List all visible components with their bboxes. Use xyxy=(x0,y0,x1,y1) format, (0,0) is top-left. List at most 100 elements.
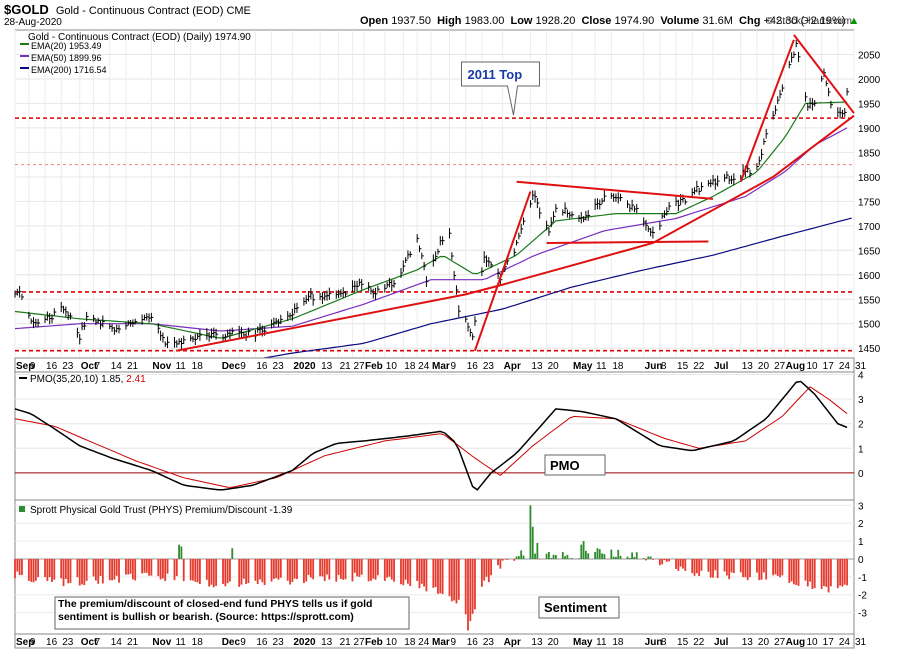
premium-bar xyxy=(32,558,35,583)
premium-bar xyxy=(127,558,130,575)
date-tick-label: 15 xyxy=(677,361,689,372)
premium-bar xyxy=(839,558,842,586)
date-tick-label: Jun xyxy=(645,361,663,372)
premium-bar xyxy=(245,558,248,585)
prem-tick-label: 0 xyxy=(858,555,864,566)
volume-value: 31.6M xyxy=(702,15,733,27)
price-tick-label: 2050 xyxy=(858,50,881,61)
date-tick-label: Nov xyxy=(152,361,171,372)
date-tick-label: 10 xyxy=(806,637,818,648)
premium-bar xyxy=(742,558,744,578)
premium-bar xyxy=(143,558,146,573)
premium-bar xyxy=(400,558,402,585)
premium-bar xyxy=(145,558,148,573)
premium-bar xyxy=(108,558,111,581)
premium-bar xyxy=(437,558,439,594)
premium-bar xyxy=(118,558,120,583)
date-tick-label: 21 xyxy=(340,361,352,372)
premium-bar xyxy=(432,558,435,588)
premium-bar xyxy=(723,558,726,572)
date-tick-label: 20 xyxy=(758,361,770,372)
ema50-swatch xyxy=(20,55,29,57)
close-value: 1974.90 xyxy=(614,15,655,27)
trendline xyxy=(516,180,714,200)
premium-bar xyxy=(501,558,504,561)
date-tick-label: 23 xyxy=(62,637,74,648)
price-tick-label: 1800 xyxy=(858,173,881,184)
date-tick-label: 16 xyxy=(467,637,479,648)
date-tick-label: 10 xyxy=(806,361,818,372)
premium-bar xyxy=(286,558,289,581)
premium-bar xyxy=(319,558,321,577)
premium-bar xyxy=(270,558,273,582)
pmo-tick-label: 0 xyxy=(858,469,864,480)
price-tick-label: 1650 xyxy=(858,246,881,257)
premium-bar xyxy=(78,558,81,586)
premium-bar xyxy=(550,558,553,559)
high-label: High xyxy=(437,15,462,27)
premium-bar xyxy=(383,558,386,581)
premium-bar xyxy=(125,558,127,575)
date-tick-label: 18 xyxy=(404,361,416,372)
premium-bar xyxy=(619,555,622,559)
pmo-line xyxy=(14,380,848,491)
date-tick-label: 20 xyxy=(548,361,560,372)
date-tick-label: 21 xyxy=(340,637,352,648)
date-tick-label: Jul xyxy=(714,361,729,372)
date-tick-label: Jul xyxy=(714,637,729,648)
premium-bar xyxy=(587,553,590,559)
premium-bar xyxy=(682,558,684,569)
premium-bar xyxy=(797,558,800,586)
date-tick-label: 18 xyxy=(192,361,204,372)
premium-bar xyxy=(224,558,227,587)
premium-bar xyxy=(370,558,372,581)
premium-bar xyxy=(48,558,51,578)
sentiment-label-frame xyxy=(538,596,620,619)
pmo-title: PMO(35,20,10) 1.85, 2.41 xyxy=(30,374,146,385)
premium-bar xyxy=(81,558,83,585)
date-tick-label: Mar xyxy=(432,637,450,648)
premium-bar xyxy=(386,558,389,578)
premium-bar xyxy=(675,558,677,570)
trendline xyxy=(739,39,795,183)
date-tick-label: 31 xyxy=(855,361,867,372)
premium-bar xyxy=(825,558,828,587)
premium-bar xyxy=(150,558,153,576)
date-tick-label: 23 xyxy=(273,637,285,648)
premium-bar xyxy=(746,558,749,581)
exchange: CME xyxy=(226,5,251,17)
premium-bar xyxy=(691,558,694,574)
date-tick-label: 9 xyxy=(240,637,246,648)
premium-bar xyxy=(596,548,599,559)
premium-bar xyxy=(157,558,160,577)
date-tick-label: 7 xyxy=(95,637,101,648)
premium-bar xyxy=(148,558,150,576)
premium-bar xyxy=(229,558,231,582)
premium-bar xyxy=(732,558,735,574)
premium-bar xyxy=(226,558,229,584)
premium-bar xyxy=(46,558,49,581)
premium-bar xyxy=(328,558,331,580)
premium-bar xyxy=(37,558,40,578)
premium-bar xyxy=(774,558,777,575)
date-tick-label: Mar xyxy=(432,361,450,372)
premium-bar xyxy=(367,558,370,582)
premium-bar xyxy=(467,558,469,631)
premium-bar xyxy=(99,558,102,576)
premium-bar xyxy=(337,558,340,576)
date-tick-label: 9 xyxy=(451,637,457,648)
premium-bar xyxy=(303,558,305,583)
premium-bar xyxy=(175,558,178,577)
date-tick-label: 22 xyxy=(693,637,705,648)
premium-bar xyxy=(538,558,541,560)
premium-bar xyxy=(423,558,425,587)
premium-bar xyxy=(626,556,629,559)
sentiment-note: The premium/discount of closed-end fund … xyxy=(58,598,373,623)
price-panel xyxy=(14,29,855,359)
sentiment-note-frame xyxy=(54,596,410,630)
prem-tick-label: -1 xyxy=(858,573,867,584)
premium-bar xyxy=(141,558,144,574)
date-tick-label: 13 xyxy=(531,637,543,648)
premium-bar xyxy=(372,558,375,579)
